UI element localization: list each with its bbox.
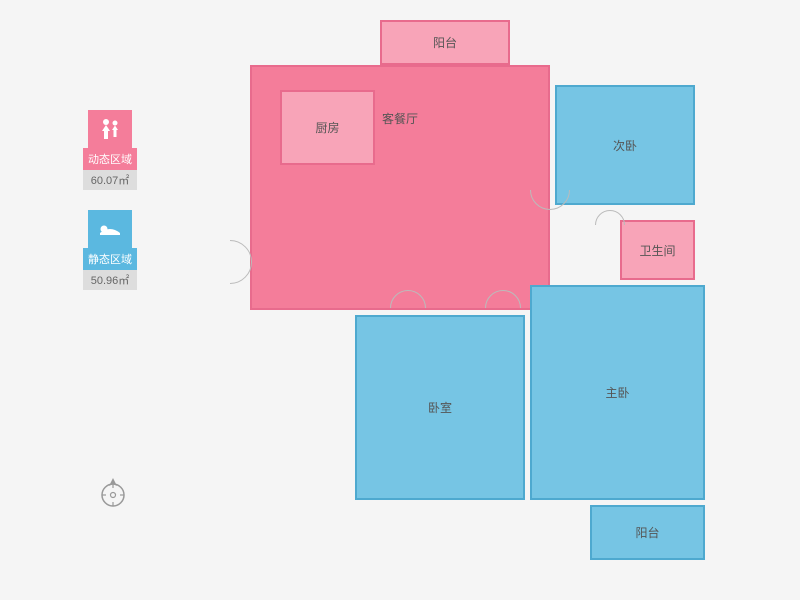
room-kitchen-label: 厨房	[315, 119, 339, 136]
room-bedroom3: 卧室	[355, 315, 525, 500]
floorplan: 客餐厅 厨房 阳台 次卧 卫生间 主卧 卧室 阳台	[230, 20, 750, 580]
room-balcony-bottom: 阳台	[590, 505, 705, 560]
legend-static-title: 静态区域	[83, 248, 137, 270]
legend-dynamic-value: 60.07㎡	[83, 170, 137, 190]
room-master-label: 主卧	[605, 384, 629, 401]
room-living-label: 客餐厅	[382, 110, 418, 127]
room-bedroom2-label: 次卧	[613, 137, 637, 154]
room-balcony-bottom-label: 阳台	[635, 524, 659, 541]
room-kitchen: 厨房	[280, 90, 375, 165]
sleep-icon	[88, 210, 132, 248]
legend-static-value: 50.96㎡	[83, 270, 137, 290]
legend-panel: 动态区域 60.07㎡ 静态区域 50.96㎡	[80, 110, 140, 310]
room-balcony-top-label: 阳台	[433, 34, 457, 51]
compass-icon	[95, 475, 131, 511]
room-bedroom3-label: 卧室	[428, 399, 452, 416]
room-bathroom: 卫生间	[620, 220, 695, 280]
people-icon	[88, 110, 132, 148]
room-bathroom-label: 卫生间	[639, 242, 675, 259]
room-bedroom2: 次卧	[555, 85, 695, 205]
legend-static: 静态区域 50.96㎡	[80, 210, 140, 290]
legend-dynamic-title: 动态区域	[83, 148, 137, 170]
room-balcony-top: 阳台	[380, 20, 510, 65]
door-icon	[208, 240, 252, 284]
room-master: 主卧	[530, 285, 705, 500]
legend-dynamic: 动态区域 60.07㎡	[80, 110, 140, 190]
